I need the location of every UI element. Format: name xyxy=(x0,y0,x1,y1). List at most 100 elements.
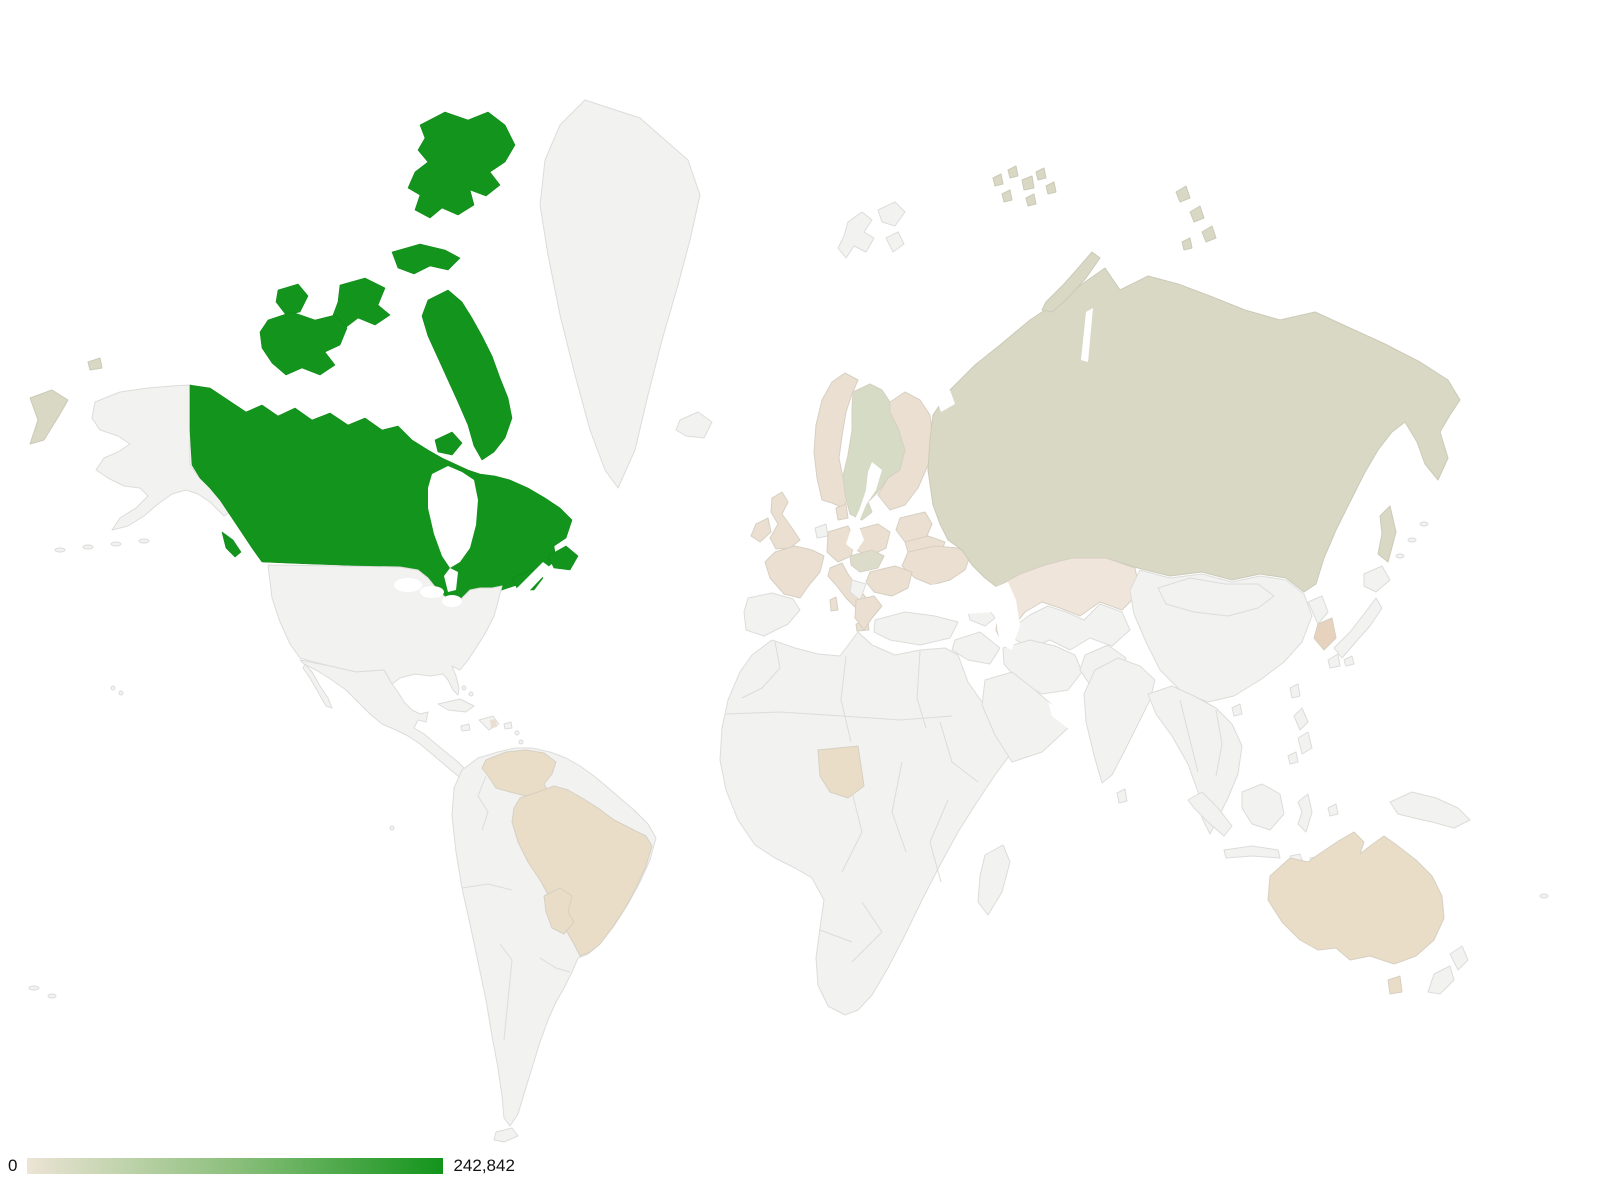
antilles-speck xyxy=(518,739,524,745)
border-zambia xyxy=(851,901,883,963)
country-netherlands-belgium[interactable] xyxy=(814,523,829,539)
canada-victoria-island xyxy=(259,311,348,376)
border-peru-bolivia xyxy=(461,883,513,891)
pacific-speck xyxy=(28,985,40,991)
country-russia-chukotka[interactable] xyxy=(29,389,69,445)
country-madagascar[interactable] xyxy=(977,844,1011,916)
maluku-speck xyxy=(1327,803,1339,817)
country-denmark[interactable] xyxy=(835,503,849,521)
country-levant-iraq[interactable] xyxy=(951,631,1001,665)
svalbard-island xyxy=(885,231,905,253)
franz-josef-speck xyxy=(1001,189,1013,203)
new-zealand-south[interactable] xyxy=(1427,965,1455,995)
africa-continent[interactable] xyxy=(719,631,1048,1016)
canada-somerset-island xyxy=(331,277,391,329)
country-kazakhstan[interactable] xyxy=(992,557,1141,646)
aleutian-speck xyxy=(138,538,150,544)
japan-honshu[interactable] xyxy=(1333,597,1383,659)
country-north-korea[interactable] xyxy=(1307,595,1329,625)
country-ukraine[interactable] xyxy=(901,545,971,586)
africa xyxy=(719,631,1048,1016)
country-united-kingdom[interactable] xyxy=(769,491,801,550)
country-hainan xyxy=(1231,703,1243,717)
country-australia[interactable] xyxy=(1267,831,1445,965)
europe xyxy=(743,201,971,637)
wrangel-island xyxy=(87,357,103,371)
aleutian-speck xyxy=(54,547,66,553)
north-america xyxy=(29,99,713,785)
franz-josef-speck xyxy=(1035,167,1047,181)
south-america xyxy=(389,747,657,1143)
franz-josef-speck xyxy=(1045,181,1057,195)
canada-vancouver-island xyxy=(221,531,242,558)
border-thailand-vietnam xyxy=(1215,709,1223,777)
ob-gulf xyxy=(1081,308,1093,362)
pacific-speck xyxy=(1539,893,1549,899)
country-mexico[interactable] xyxy=(299,659,473,785)
oceania xyxy=(28,791,1549,999)
country-romania-balkans[interactable] xyxy=(865,565,913,597)
country-papua-new-guinea[interactable] xyxy=(1389,791,1471,829)
great-lake xyxy=(420,586,444,598)
persian-gulf xyxy=(1048,702,1080,730)
franz-josef-speck xyxy=(1007,165,1019,179)
japan-hokkaido[interactable] xyxy=(1363,565,1391,593)
color-legend: 0 242,842 xyxy=(8,1157,515,1174)
hawaii-speck xyxy=(110,685,116,691)
canada-devon-island xyxy=(391,243,461,275)
country-france[interactable] xyxy=(764,545,825,599)
severnaya-zemlya-speck xyxy=(1175,185,1191,203)
canada-newfoundland xyxy=(547,545,579,571)
james-bay xyxy=(444,568,458,592)
border-sudan-ethiopia xyxy=(939,721,979,783)
country-cuba[interactable] xyxy=(437,698,475,713)
country-iceland[interactable] xyxy=(675,411,713,439)
aleutian-speck xyxy=(82,544,94,550)
indonesia-borneo[interactable] xyxy=(1241,783,1285,831)
country-india[interactable] xyxy=(1083,657,1156,784)
bahamas-speck xyxy=(468,691,474,697)
great-lake xyxy=(394,578,422,592)
country-jamaica[interactable] xyxy=(460,723,471,732)
country-nigeria[interactable] xyxy=(817,745,865,799)
country-puerto-rico[interactable] xyxy=(503,721,513,730)
country-finland[interactable] xyxy=(877,391,934,511)
country-usa-alaska[interactable] xyxy=(91,384,231,531)
country-saudi-arabia[interactable] xyxy=(981,671,1069,763)
country-greenland[interactable] xyxy=(539,99,701,489)
philippines-island xyxy=(1287,751,1299,765)
country-brazil[interactable] xyxy=(511,785,653,957)
country-mongolia[interactable] xyxy=(1157,577,1275,617)
border-algeria-libya xyxy=(840,655,852,743)
indonesia-java xyxy=(1223,845,1281,859)
mexico-baja xyxy=(302,663,333,709)
country-spain-portugal[interactable] xyxy=(743,592,801,637)
canada-southampton-island xyxy=(434,431,463,456)
kuril-speck xyxy=(1419,521,1429,527)
country-austria-switzerland[interactable] xyxy=(849,549,885,573)
water-overlays xyxy=(394,308,1093,730)
country-ireland[interactable] xyxy=(750,517,772,543)
country-turkey[interactable] xyxy=(873,611,959,646)
legend-max-label: 242,842 xyxy=(453,1156,515,1175)
franz-josef-speck xyxy=(1021,175,1035,191)
border-colombia-peru xyxy=(477,775,489,831)
country-south-korea[interactable] xyxy=(1313,617,1337,651)
border-morocco-algeria xyxy=(741,641,781,699)
country-sri-lanka[interactable] xyxy=(1116,788,1128,804)
border-east-africa xyxy=(929,799,949,883)
japan-kyushu xyxy=(1327,653,1341,669)
italy-sardinia xyxy=(829,596,839,612)
russia-sakhalin xyxy=(1377,505,1397,563)
country-paraguay[interactable] xyxy=(543,887,575,935)
severnaya-zemlya-speck xyxy=(1189,205,1205,223)
philippines-island[interactable] xyxy=(1293,707,1309,731)
country-greece[interactable] xyxy=(854,595,883,631)
white-sea xyxy=(936,390,955,412)
border-drc xyxy=(891,761,907,853)
indonesia-sumatra[interactable] xyxy=(1187,791,1233,837)
new-zealand-north[interactable] xyxy=(1449,945,1469,971)
country-taiwan[interactable] xyxy=(1289,683,1301,699)
country-dominican-republic[interactable] xyxy=(490,719,497,728)
